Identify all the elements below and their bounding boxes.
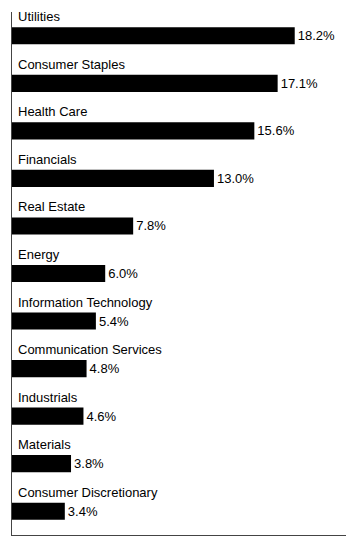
svg-text:5.4%: 5.4% — [99, 314, 129, 329]
svg-text:15.6%: 15.6% — [257, 123, 294, 138]
svg-text:Materials: Materials — [18, 437, 71, 452]
svg-text:Communication Services: Communication Services — [18, 342, 162, 357]
svg-text:Information Technology: Information Technology — [18, 295, 153, 310]
svg-text:Utilities: Utilities — [18, 9, 60, 24]
svg-text:3.4%: 3.4% — [68, 504, 98, 519]
svg-text:17.1%: 17.1% — [281, 76, 318, 91]
svg-text:18.2%: 18.2% — [298, 28, 335, 43]
svg-text:3.8%: 3.8% — [74, 456, 104, 471]
svg-text:Energy: Energy — [18, 247, 60, 262]
svg-text:13.0%: 13.0% — [217, 171, 254, 186]
svg-text:Health Care: Health Care — [18, 104, 87, 119]
svg-text:Financials: Financials — [18, 152, 77, 167]
svg-text:4.8%: 4.8% — [90, 361, 120, 376]
svg-text:Consumer Discretionary: Consumer Discretionary — [18, 485, 158, 500]
svg-text:7.8%: 7.8% — [136, 218, 166, 233]
svg-text:6.0%: 6.0% — [108, 266, 138, 281]
svg-text:Industrials: Industrials — [18, 390, 78, 405]
svg-text:Real Estate: Real Estate — [18, 199, 85, 214]
svg-text:4.6%: 4.6% — [86, 409, 116, 424]
svg-text:Consumer Staples: Consumer Staples — [18, 57, 125, 72]
